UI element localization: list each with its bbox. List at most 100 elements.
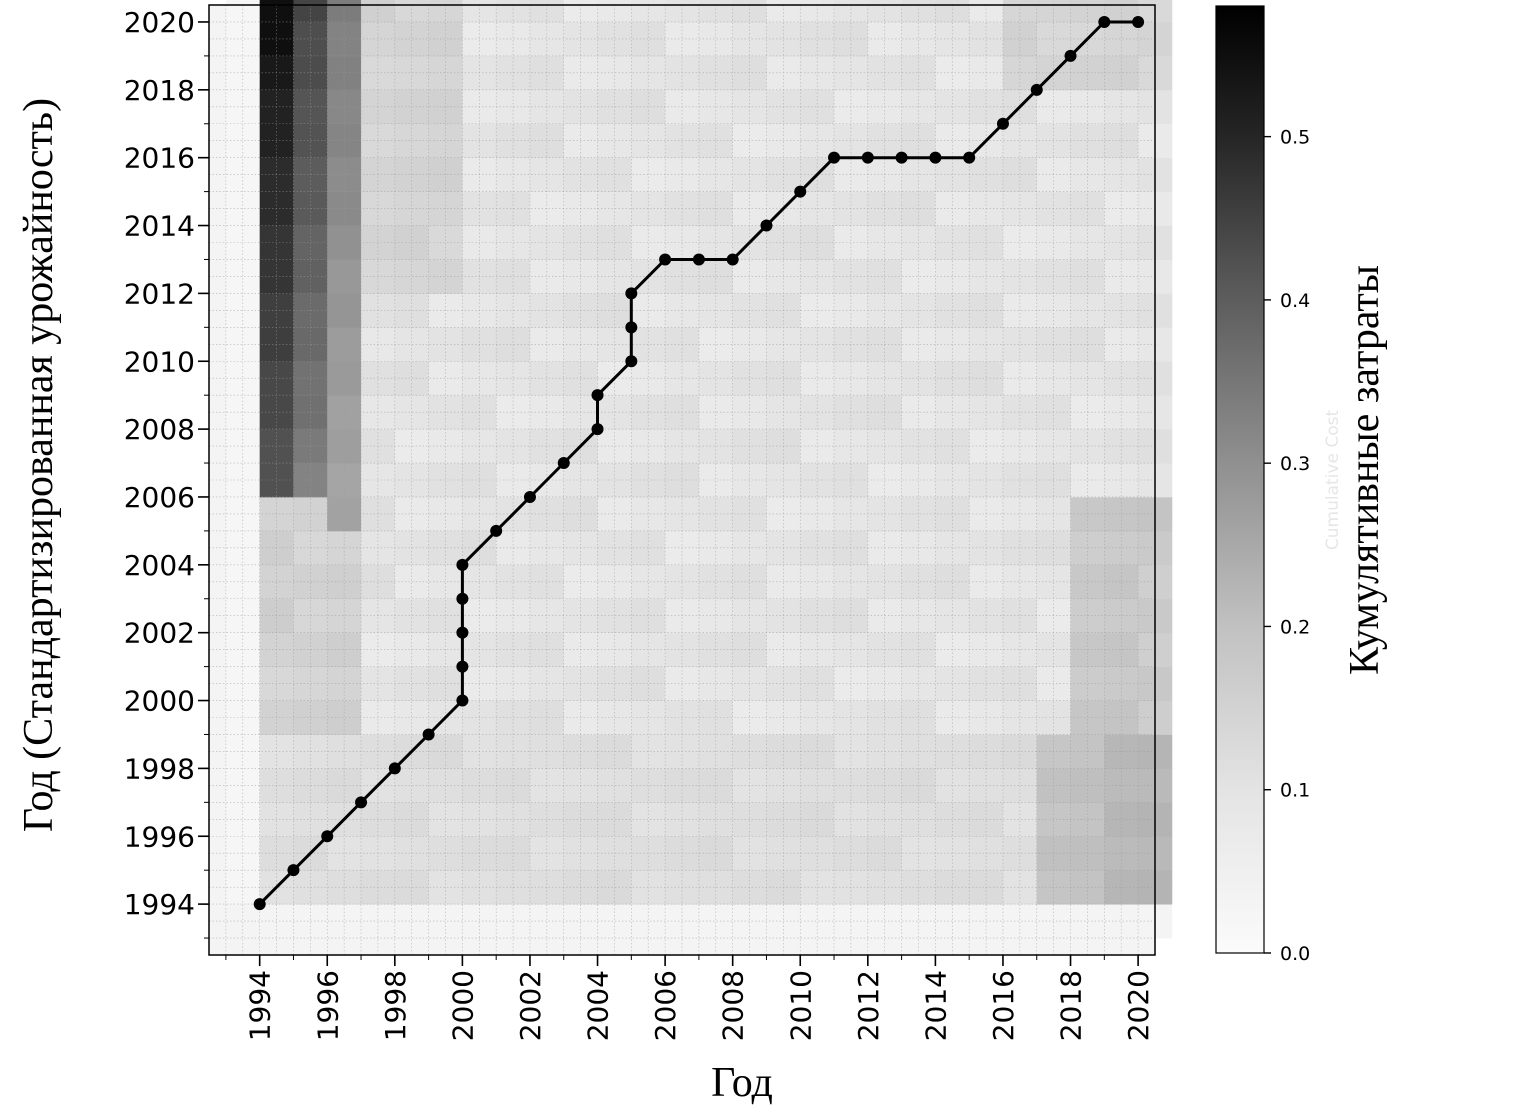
heatmap-cell <box>1155 581 1173 600</box>
heatmap-cell <box>867 242 886 260</box>
heatmap-cell <box>783 276 801 294</box>
warping-path <box>253 15 1145 911</box>
heatmap-cell <box>1155 802 1173 820</box>
heatmap-cell <box>377 157 396 176</box>
heatmap-cell <box>276 480 294 498</box>
heatmap-cell <box>546 327 565 345</box>
heatmap-cell <box>259 666 277 684</box>
heatmap-cell <box>648 327 666 345</box>
heatmap-cell <box>361 208 379 226</box>
heatmap-cell <box>428 191 446 209</box>
heatmap-cell <box>1002 802 1021 820</box>
heatmap-cell <box>918 123 936 142</box>
heatmap-cell <box>766 344 784 362</box>
heatmap-cell <box>529 666 548 684</box>
heatmap-cell <box>1019 632 1038 651</box>
heatmap-cell <box>952 0 970 6</box>
heatmap-cell <box>293 293 311 311</box>
x-tick-label: 1994 <box>244 970 277 1041</box>
heatmap-cell <box>513 293 531 311</box>
heatmap-cell <box>884 21 902 40</box>
heatmap-cell <box>850 853 869 871</box>
heatmap-cell <box>529 21 548 40</box>
heatmap-cell <box>546 38 565 57</box>
heatmap-cell <box>1155 734 1173 752</box>
heatmap-cell <box>580 598 598 617</box>
heatmap-cell <box>259 598 277 617</box>
heatmap-cell <box>783 55 801 74</box>
heatmap-cell <box>428 768 446 786</box>
heatmap-cell <box>597 55 615 74</box>
heatmap-cell <box>1053 666 1071 684</box>
heatmap-cell <box>884 276 902 294</box>
heatmap-cell <box>1155 412 1173 430</box>
heatmap-cell <box>614 123 632 142</box>
heatmap-cell <box>766 191 784 209</box>
heatmap-cell <box>918 276 936 294</box>
heatmap-cell <box>327 0 345 6</box>
heatmap-cell <box>496 581 514 600</box>
heatmap-cell <box>901 55 919 74</box>
colorbar-tick-label: 0.0 <box>1280 943 1310 965</box>
heatmap-cell <box>1138 717 1156 735</box>
heatmap-cell <box>394 768 413 786</box>
heatmap-cell <box>1138 157 1156 176</box>
heatmap-cell <box>276 225 294 243</box>
heatmap-cell <box>259 870 277 888</box>
heatmap-cell <box>259 768 277 786</box>
heatmap-cell <box>293 89 311 108</box>
heatmap-cell <box>327 361 345 379</box>
heatmap-cell <box>513 802 531 820</box>
heatmap-cell <box>952 700 970 718</box>
heatmap-cell <box>327 717 345 735</box>
heatmap-cell <box>462 38 480 57</box>
heatmap-cell <box>445 412 463 430</box>
heatmap-cell <box>952 293 970 311</box>
heatmap-cell <box>563 904 582 922</box>
heatmap-cell <box>918 734 936 752</box>
heatmap-cell <box>344 513 362 532</box>
heatmap-cell <box>1002 751 1021 769</box>
heatmap-cell <box>834 751 852 769</box>
heatmap-cell <box>1002 310 1021 328</box>
heatmap-cell <box>242 785 261 803</box>
heatmap-cell <box>850 361 869 379</box>
heatmap-cell <box>935 717 953 735</box>
heatmap-cell <box>445 717 463 735</box>
heatmap-cell <box>918 480 936 498</box>
heatmap-cell <box>479 768 497 786</box>
heatmap-cell <box>276 683 294 701</box>
heatmap-cell <box>344 55 362 74</box>
heatmap-cell <box>293 157 311 176</box>
heatmap-cell <box>411 547 429 566</box>
heatmap-cell <box>310 106 328 125</box>
heatmap-cell <box>817 191 835 209</box>
heatmap-cell <box>918 496 936 515</box>
heatmap-cell <box>1087 496 1105 515</box>
y-tick-label: 1998 <box>124 752 195 785</box>
heatmap-cell <box>850 683 869 701</box>
heatmap-cell <box>1070 429 1088 447</box>
heatmap-cell <box>479 293 497 311</box>
heatmap-cell <box>529 395 548 413</box>
heatmap-cell <box>952 615 970 634</box>
heatmap-cell <box>411 293 429 311</box>
heatmap-cell <box>766 310 784 328</box>
heatmap-cell <box>1138 734 1156 752</box>
heatmap-cell <box>1002 361 1021 379</box>
heatmap-cell <box>698 564 717 583</box>
heatmap-cell <box>242 429 261 447</box>
heatmap-cell <box>918 598 936 617</box>
heatmap-cell <box>834 768 852 786</box>
heatmap-cell <box>817 72 835 91</box>
heatmap-cell <box>513 904 531 922</box>
heatmap-cell <box>496 683 514 701</box>
heatmap-cell <box>1104 666 1122 684</box>
heatmap-cell <box>428 157 446 176</box>
heatmap-cell <box>884 836 902 854</box>
heatmap-cell <box>1155 480 1173 498</box>
heatmap-cell <box>698 700 717 718</box>
colorbar-tick-label: 0.1 <box>1280 780 1310 802</box>
heatmap-cell <box>1138 666 1156 684</box>
heatmap-cell <box>344 327 362 345</box>
